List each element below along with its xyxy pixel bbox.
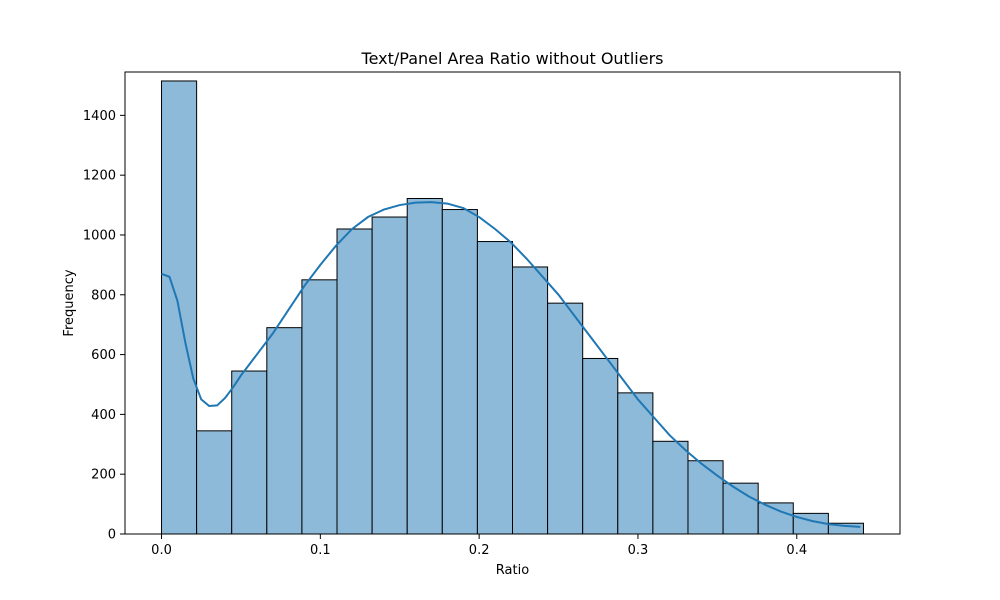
y-axis-label: Frequency [62, 269, 77, 336]
x-tick-label: 0.0 [151, 543, 172, 558]
x-axis-ticks: 0.0 0.1 0.2 0.3 0.4 [151, 534, 807, 558]
x-tick-label: 0.4 [786, 543, 807, 558]
plot-area-frame [124, 71, 901, 535]
histogram-bar [476, 241, 513, 535]
chart-title: Text/Panel Area Ratio without Outliers [361, 49, 664, 68]
histogram-bar [582, 357, 619, 535]
y-tick-label: 0 [108, 528, 116, 543]
histogram-bar [196, 430, 233, 535]
histogram-bar [441, 209, 478, 535]
x-tick-label: 0.1 [310, 543, 331, 558]
histogram-bar [266, 327, 303, 535]
histogram-bar [687, 460, 724, 535]
kde-curve [161, 201, 861, 528]
x-axis-label: Ratio [496, 563, 529, 578]
x-tick-label: 0.3 [628, 543, 649, 558]
y-tick-label: 600 [91, 348, 116, 363]
y-tick-label: 400 [91, 408, 116, 423]
y-tick-label: 200 [91, 468, 116, 483]
x-tick-label: 0.2 [469, 543, 490, 558]
bars-group [161, 80, 864, 535]
histogram-bar [512, 266, 549, 535]
histogram-bar [371, 216, 408, 535]
y-axis-ticks: 0 200 400 600 800 1000 1200 1400 [83, 109, 125, 543]
histogram-bar [757, 502, 794, 535]
histogram-bar [617, 392, 654, 535]
histogram-bar [652, 440, 689, 535]
y-tick-label: 800 [91, 288, 116, 303]
histogram-bar [301, 279, 338, 535]
histogram-bar [406, 197, 443, 535]
histogram-bar [231, 370, 268, 535]
histogram-bar [336, 228, 373, 535]
y-tick-label: 1400 [83, 109, 116, 124]
y-tick-label: 1000 [83, 228, 116, 243]
histogram-bar [547, 302, 584, 535]
y-tick-label: 1200 [83, 169, 116, 184]
